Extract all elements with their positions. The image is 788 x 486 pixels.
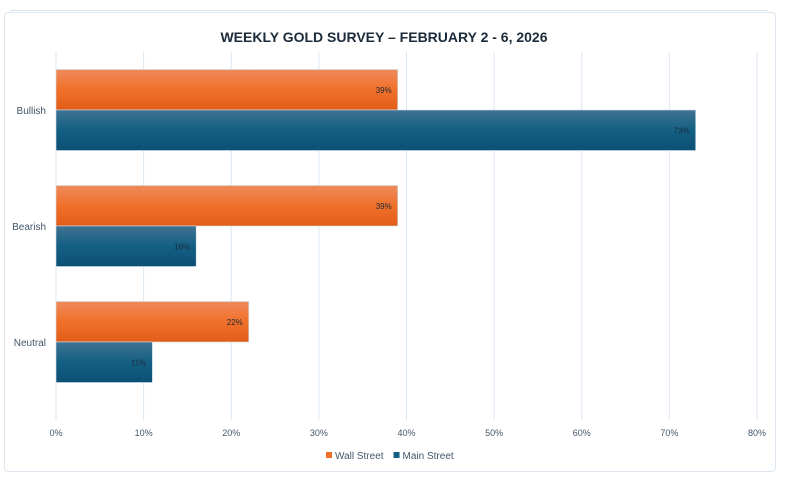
data-label: 16%	[174, 242, 190, 251]
bar-wall-street	[55, 185, 399, 227]
x-tick-label: 40%	[397, 428, 415, 438]
category-label: Bullish	[17, 106, 46, 117]
bar-wall-street	[55, 69, 399, 111]
x-tick-label: 30%	[310, 428, 328, 438]
legend-swatch	[326, 452, 332, 458]
data-label: 39%	[376, 86, 392, 95]
category-label: Neutral	[14, 338, 46, 349]
chart-title: WEEKLY GOLD SURVEY – FEBRUARY 2 - 6, 202…	[220, 29, 547, 45]
data-label: 39%	[376, 202, 392, 211]
legend-swatch	[393, 452, 400, 458]
top-divider	[10, 10, 768, 11]
data-label: 11%	[131, 358, 146, 367]
bar-main-street	[55, 341, 153, 383]
x-tick-label: 80%	[748, 428, 766, 438]
x-tick-label: 70%	[660, 428, 678, 438]
x-tick-label: 0%	[49, 428, 62, 438]
bar-main-street	[55, 109, 696, 151]
x-tick-label: 10%	[135, 428, 153, 438]
legend-label: Main Street	[403, 451, 454, 462]
category-label: Bearish	[12, 222, 46, 233]
x-tick-label: 50%	[485, 428, 503, 438]
x-tick-label: 20%	[222, 428, 240, 438]
x-tick-label: 60%	[573, 428, 591, 438]
data-label: 22%	[227, 318, 243, 327]
legend-label: Wall Street	[335, 451, 384, 462]
bar-main-street	[55, 225, 197, 267]
bar-wall-street	[55, 301, 250, 343]
data-label: 73%	[674, 126, 690, 135]
